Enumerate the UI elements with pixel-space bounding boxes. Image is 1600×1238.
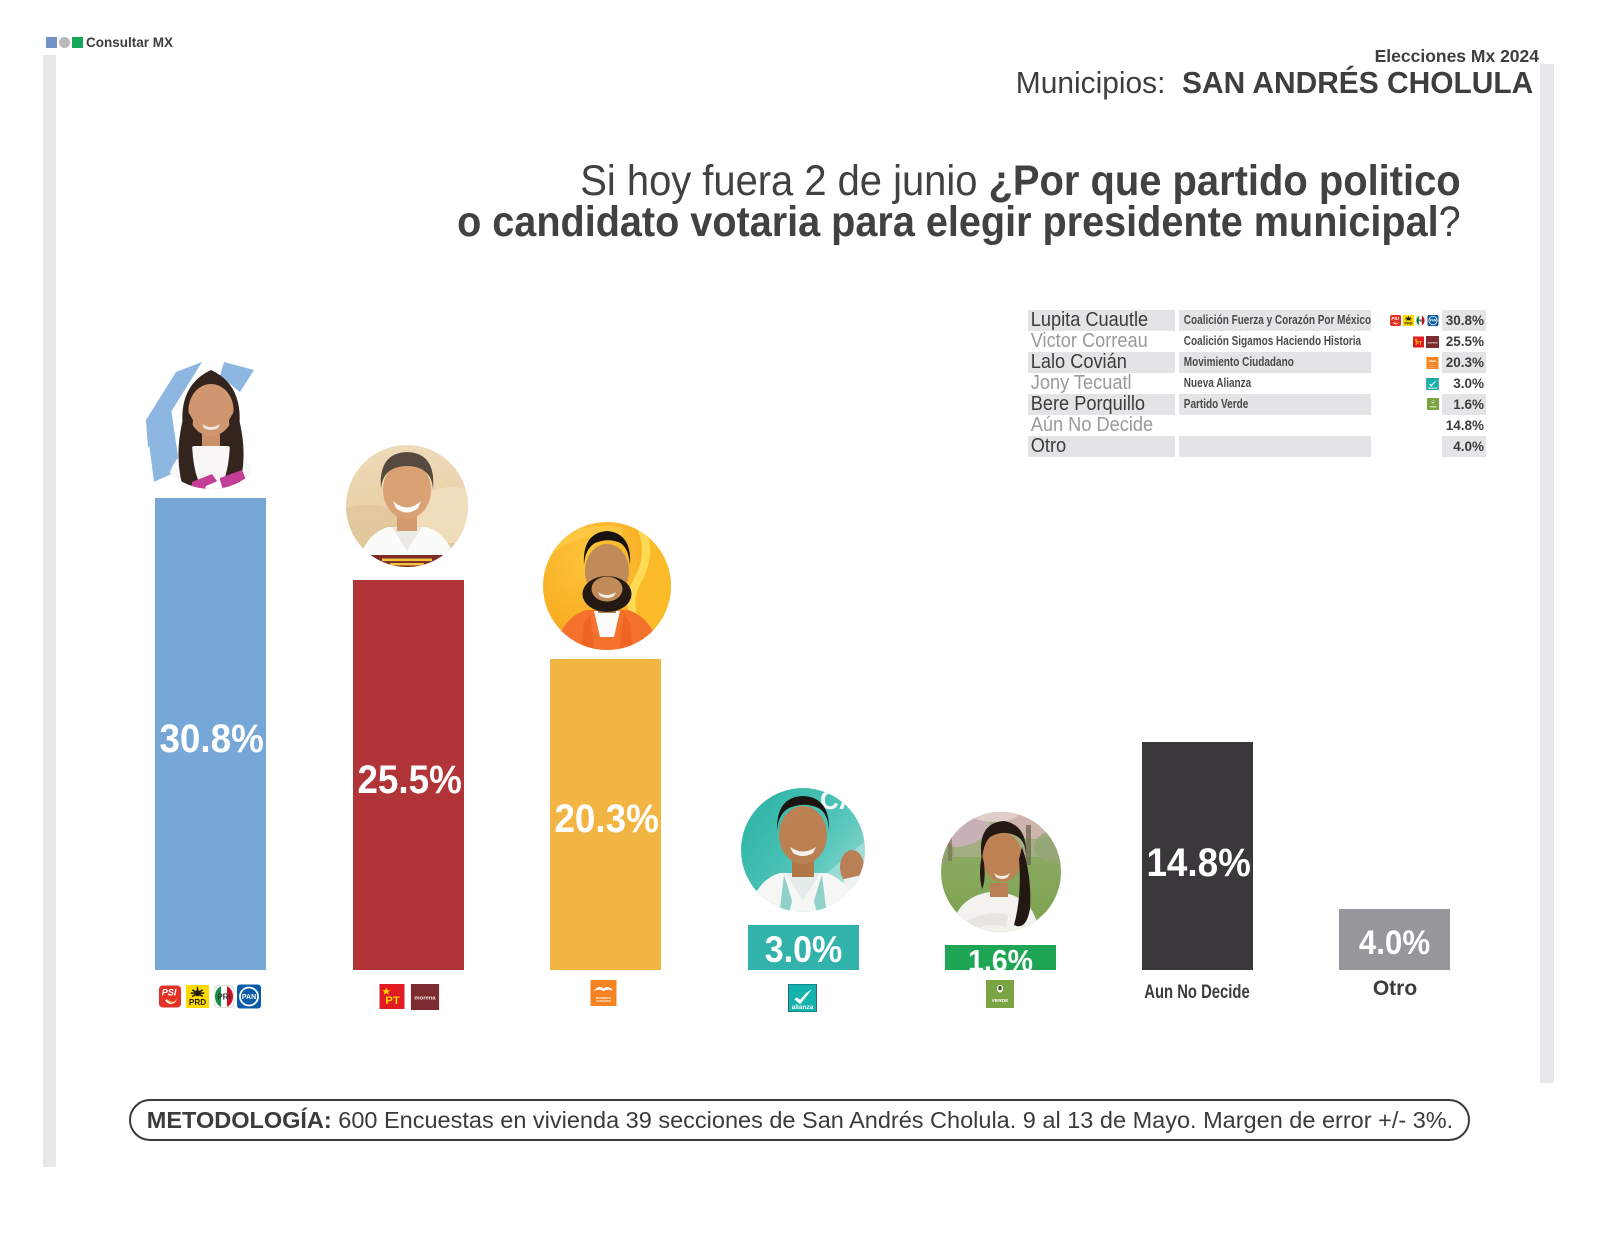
svg-text:CAM: CAM bbox=[820, 785, 878, 815]
